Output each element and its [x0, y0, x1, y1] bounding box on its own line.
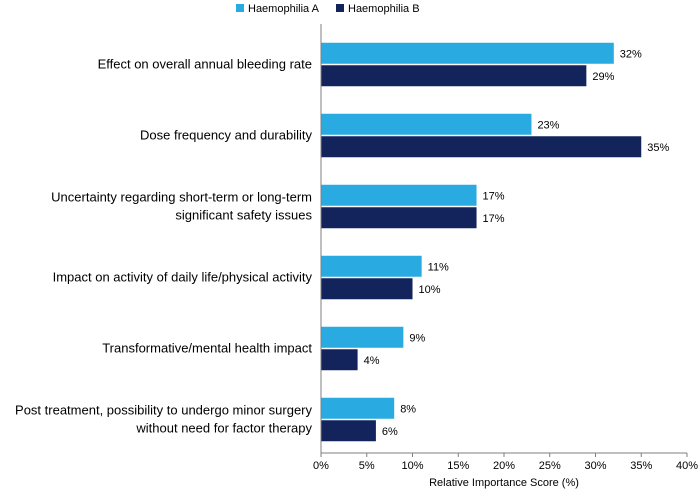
x-tick-label: 5% [359, 460, 375, 472]
x-tick-label: 30% [584, 460, 606, 472]
value-label: 8% [400, 403, 416, 415]
value-label: 32% [620, 48, 642, 60]
value-label: 6% [382, 426, 398, 438]
bar-haemophilia-a-2 [321, 184, 477, 206]
legend-swatch [336, 4, 344, 12]
category-label: Uncertainty regarding short-term or long… [51, 190, 312, 223]
value-label: 17% [483, 213, 505, 225]
category-label: Post treatment, possibility to undergo m… [15, 403, 312, 436]
category-label: Transformative/mental health impact [102, 341, 312, 356]
x-tick-label: 20% [493, 460, 515, 472]
legend: Haemophilia A Haemophilia B [236, 3, 420, 15]
bar-haemophilia-b-1 [321, 136, 642, 158]
bar-haemophilia-a-0 [321, 42, 614, 64]
x-tick-label: 25% [539, 460, 561, 472]
bar-haemophilia-a-3 [321, 255, 422, 277]
value-label: 17% [483, 190, 505, 202]
legend-label: Haemophilia A [248, 3, 320, 15]
x-tick-label: 0% [313, 460, 329, 472]
x-tick-label: 15% [447, 460, 469, 472]
x-tick-label: 40% [676, 460, 698, 472]
value-label: 35% [647, 142, 669, 154]
x-axis: 0% 5% 10% 15% 20% 25% 30% 35% 40% [313, 24, 698, 472]
bar-haemophilia-b-0 [321, 65, 587, 87]
legend-label: Haemophilia B [348, 3, 420, 15]
value-label: 9% [409, 332, 425, 344]
bar-haemophilia-a-4 [321, 326, 404, 348]
value-label: 4% [364, 355, 380, 367]
bar-haemophilia-b-3 [321, 278, 413, 300]
value-label: 29% [592, 71, 614, 83]
category-label: Impact on activity of daily life/physica… [53, 270, 313, 285]
bar-haemophilia-b-4 [321, 349, 358, 371]
category-label: Dose frequency and durability [140, 128, 312, 143]
category-label: Effect on overall annual bleeding rate [98, 57, 312, 72]
category-labels: Effect on overall annual bleeding rate Do… [15, 57, 312, 436]
value-label: 23% [537, 119, 559, 131]
x-tick-label: 35% [630, 460, 652, 472]
bar-haemophilia-b-5 [321, 420, 376, 442]
x-tick-label: 10% [401, 460, 423, 472]
bar-haemophilia-a-5 [321, 397, 395, 419]
value-label: 10% [419, 284, 441, 296]
x-axis-title: Relative Importance Score (%) [429, 477, 579, 489]
bar-haemophilia-b-2 [321, 207, 477, 229]
legend-swatch [236, 4, 244, 12]
value-label: 11% [428, 261, 449, 273]
bars-group: 32% 29% 23% 35% 17% 17% 11% 10% 9% 4% 8%6% [321, 42, 669, 442]
bar-haemophilia-a-1 [321, 113, 532, 135]
